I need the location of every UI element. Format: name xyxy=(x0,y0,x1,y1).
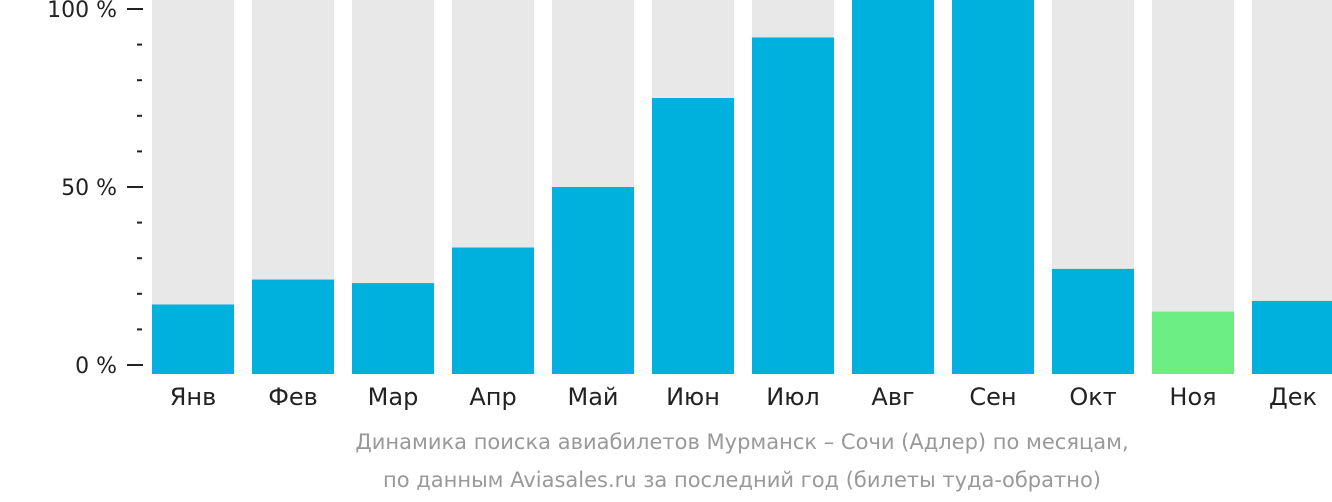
bar-9 xyxy=(952,0,1034,374)
x-tick-label-11: Ноя xyxy=(1169,383,1216,411)
caption-line-1: Динамика поиска авиабилетов Мурманск – С… xyxy=(355,430,1129,454)
bar-6 xyxy=(652,98,734,374)
bar-chart: 0 % 50 % 100 % Янв Фев Мар Апр Май Июн Июл Авг Сен… xyxy=(47,0,1332,411)
bar-2 xyxy=(252,279,334,374)
x-tick-label-6: Июн xyxy=(666,383,720,411)
bar-8 xyxy=(852,0,934,374)
x-tick-label-4: Апр xyxy=(469,383,516,411)
y-tick-label: 0 % xyxy=(75,354,117,379)
y-tick-label: 50 % xyxy=(61,176,117,201)
x-tick-label-2: Фев xyxy=(268,383,318,411)
x-tick-label-8: Авг xyxy=(871,383,914,411)
x-tick-label-5: Май xyxy=(567,383,618,411)
x-tick-label-9: Сен xyxy=(969,383,1016,411)
bar-7 xyxy=(752,37,834,374)
y-axis: 0 % 50 % 100 % xyxy=(47,0,143,379)
data-bars xyxy=(152,0,1332,374)
y-tick-label: 100 % xyxy=(47,0,117,23)
x-tick-label-10: Окт xyxy=(1069,383,1116,411)
x-axis-labels: Янв Фев Мар Апр Май Июн Июл Авг Сен Окт Ноя Дек xyxy=(170,383,1317,411)
caption-line-2: по данным Aviasales.ru за последний год … xyxy=(383,468,1101,492)
x-tick-label-1: Янв xyxy=(170,383,217,411)
x-tick-label-12: Дек xyxy=(1269,383,1317,411)
x-tick-label-3: Мар xyxy=(368,383,419,411)
bar-5 xyxy=(552,187,634,374)
bar-3 xyxy=(352,283,434,374)
bar-4 xyxy=(452,247,534,374)
bar-10 xyxy=(1052,268,1134,374)
bar-12 xyxy=(1252,300,1332,374)
bar-11 xyxy=(1152,311,1234,374)
bar-1 xyxy=(152,304,234,374)
x-tick-label-7: Июл xyxy=(766,383,820,411)
